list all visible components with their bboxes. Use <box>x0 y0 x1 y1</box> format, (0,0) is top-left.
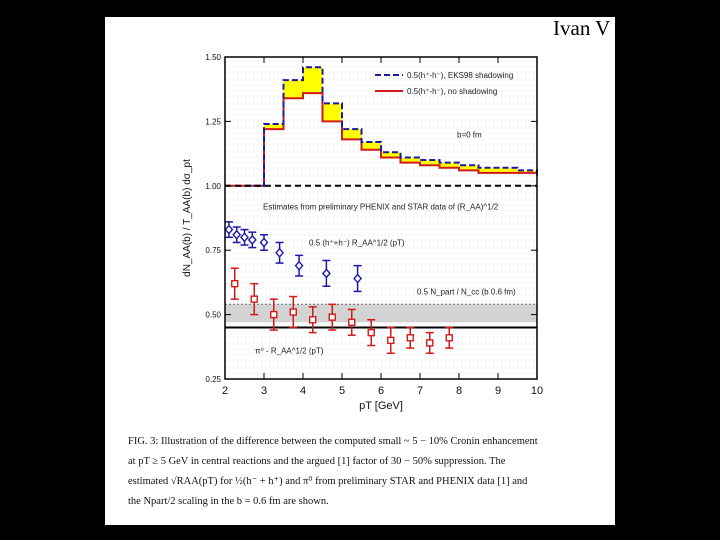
x-tick-label: 6 <box>378 385 384 397</box>
caption-line: estimated √RAA(pT) for ½(h⁻ + h⁺) and π⁰… <box>128 476 528 487</box>
x-tick-label: 4 <box>300 385 306 397</box>
legend-label-eks98: 0.5(h⁺-h⁻), EKS98 shadowing <box>407 71 513 80</box>
square-point <box>309 316 317 324</box>
cronin-chart: 2 3 4 5 6 7 8 9 10 0.25 0.50 0.75 1.00 1.25 1.50 pT [Ge… <box>182 53 543 412</box>
legend: 0.5(h⁺-h⁻), EKS98 shadowing 0.5(h⁺-h⁻), n… <box>375 71 513 96</box>
axes: 2 3 4 5 6 7 8 9 10 0.25 0.50 0.75 1.00 1.25 1.50 pT [Ge… <box>182 53 543 412</box>
diamond-point <box>353 273 363 284</box>
legend-label-noshadow: 0.5(h⁺-h⁻), no shadowing <box>407 87 497 96</box>
square-point <box>250 295 258 303</box>
npart-band <box>225 303 537 323</box>
x-axis-label: pT [GeV] <box>359 400 403 412</box>
y-tick-label: 0.75 <box>205 246 221 255</box>
y-axis-label: dN_AA(b) / T_AA(b) dσ_pt <box>182 159 193 277</box>
figure-caption: FIG. 3: Illustration of the difference b… <box>128 432 600 512</box>
y-tick-label: 1.50 <box>205 53 221 62</box>
series-label-pi0: π⁰ - R_AA^1/2 (pT) <box>255 347 324 356</box>
square-point <box>387 336 395 345</box>
diamond-point <box>240 232 249 243</box>
series-label-hadrons: 0.5 (h⁺+h⁻) R_AA^1/2 (pT) <box>309 238 405 247</box>
square-point <box>367 328 375 337</box>
square-point <box>445 334 453 342</box>
x-tick-label: 8 <box>456 385 462 397</box>
diamond-point <box>224 224 234 235</box>
y-tick-label: 1.25 <box>205 117 221 126</box>
diamond-point <box>247 234 257 245</box>
square-point <box>426 339 434 347</box>
reference-lines <box>225 184 537 329</box>
annotations: b=0 fm Estimates from preliminary PHENIX … <box>255 130 516 355</box>
x-tick-label: 2 <box>222 385 228 397</box>
slide-header: Ivan V <box>553 16 611 40</box>
square-point <box>289 308 297 316</box>
x-tick-label: 3 <box>261 385 267 397</box>
diamond-point <box>294 260 304 271</box>
diamond-point <box>275 247 285 258</box>
data-points <box>224 221 454 354</box>
no-shadowing-line <box>244 92 538 187</box>
b-label: b=0 fm <box>457 130 482 139</box>
y-tick-label: 1.00 <box>205 182 221 191</box>
y-tick-label: 0.50 <box>205 311 221 320</box>
diamond-point <box>232 229 242 240</box>
npart-band-rect <box>225 304 537 323</box>
square-point <box>406 334 414 342</box>
grid-dots <box>225 60 537 374</box>
x-tick-label: 10 <box>531 385 543 397</box>
square-point <box>231 279 239 288</box>
x-tick-label: 5 <box>339 385 345 397</box>
diamond-point <box>321 268 331 279</box>
caption-line: the Npart/2 scaling in the b = 0.6 fm ar… <box>128 496 329 507</box>
caption-line: at pT ≥ 5 GeV in central reactions and t… <box>128 456 506 467</box>
caption-line: FIG. 3: Illustration of the difference b… <box>128 436 538 447</box>
square-point <box>270 310 278 319</box>
x-tick-label: 7 <box>417 385 423 397</box>
reference-label: Estimates from preliminary PHENIX and ST… <box>263 202 499 211</box>
x-tick-label: 9 <box>495 385 501 397</box>
y-tick-label: 0.25 <box>205 375 221 384</box>
square-point <box>348 318 356 327</box>
npart-label: 0.5 N_part / N_cc (b 0.6 fm) <box>417 287 516 296</box>
square-point <box>328 313 336 321</box>
diamond-point <box>259 237 269 248</box>
